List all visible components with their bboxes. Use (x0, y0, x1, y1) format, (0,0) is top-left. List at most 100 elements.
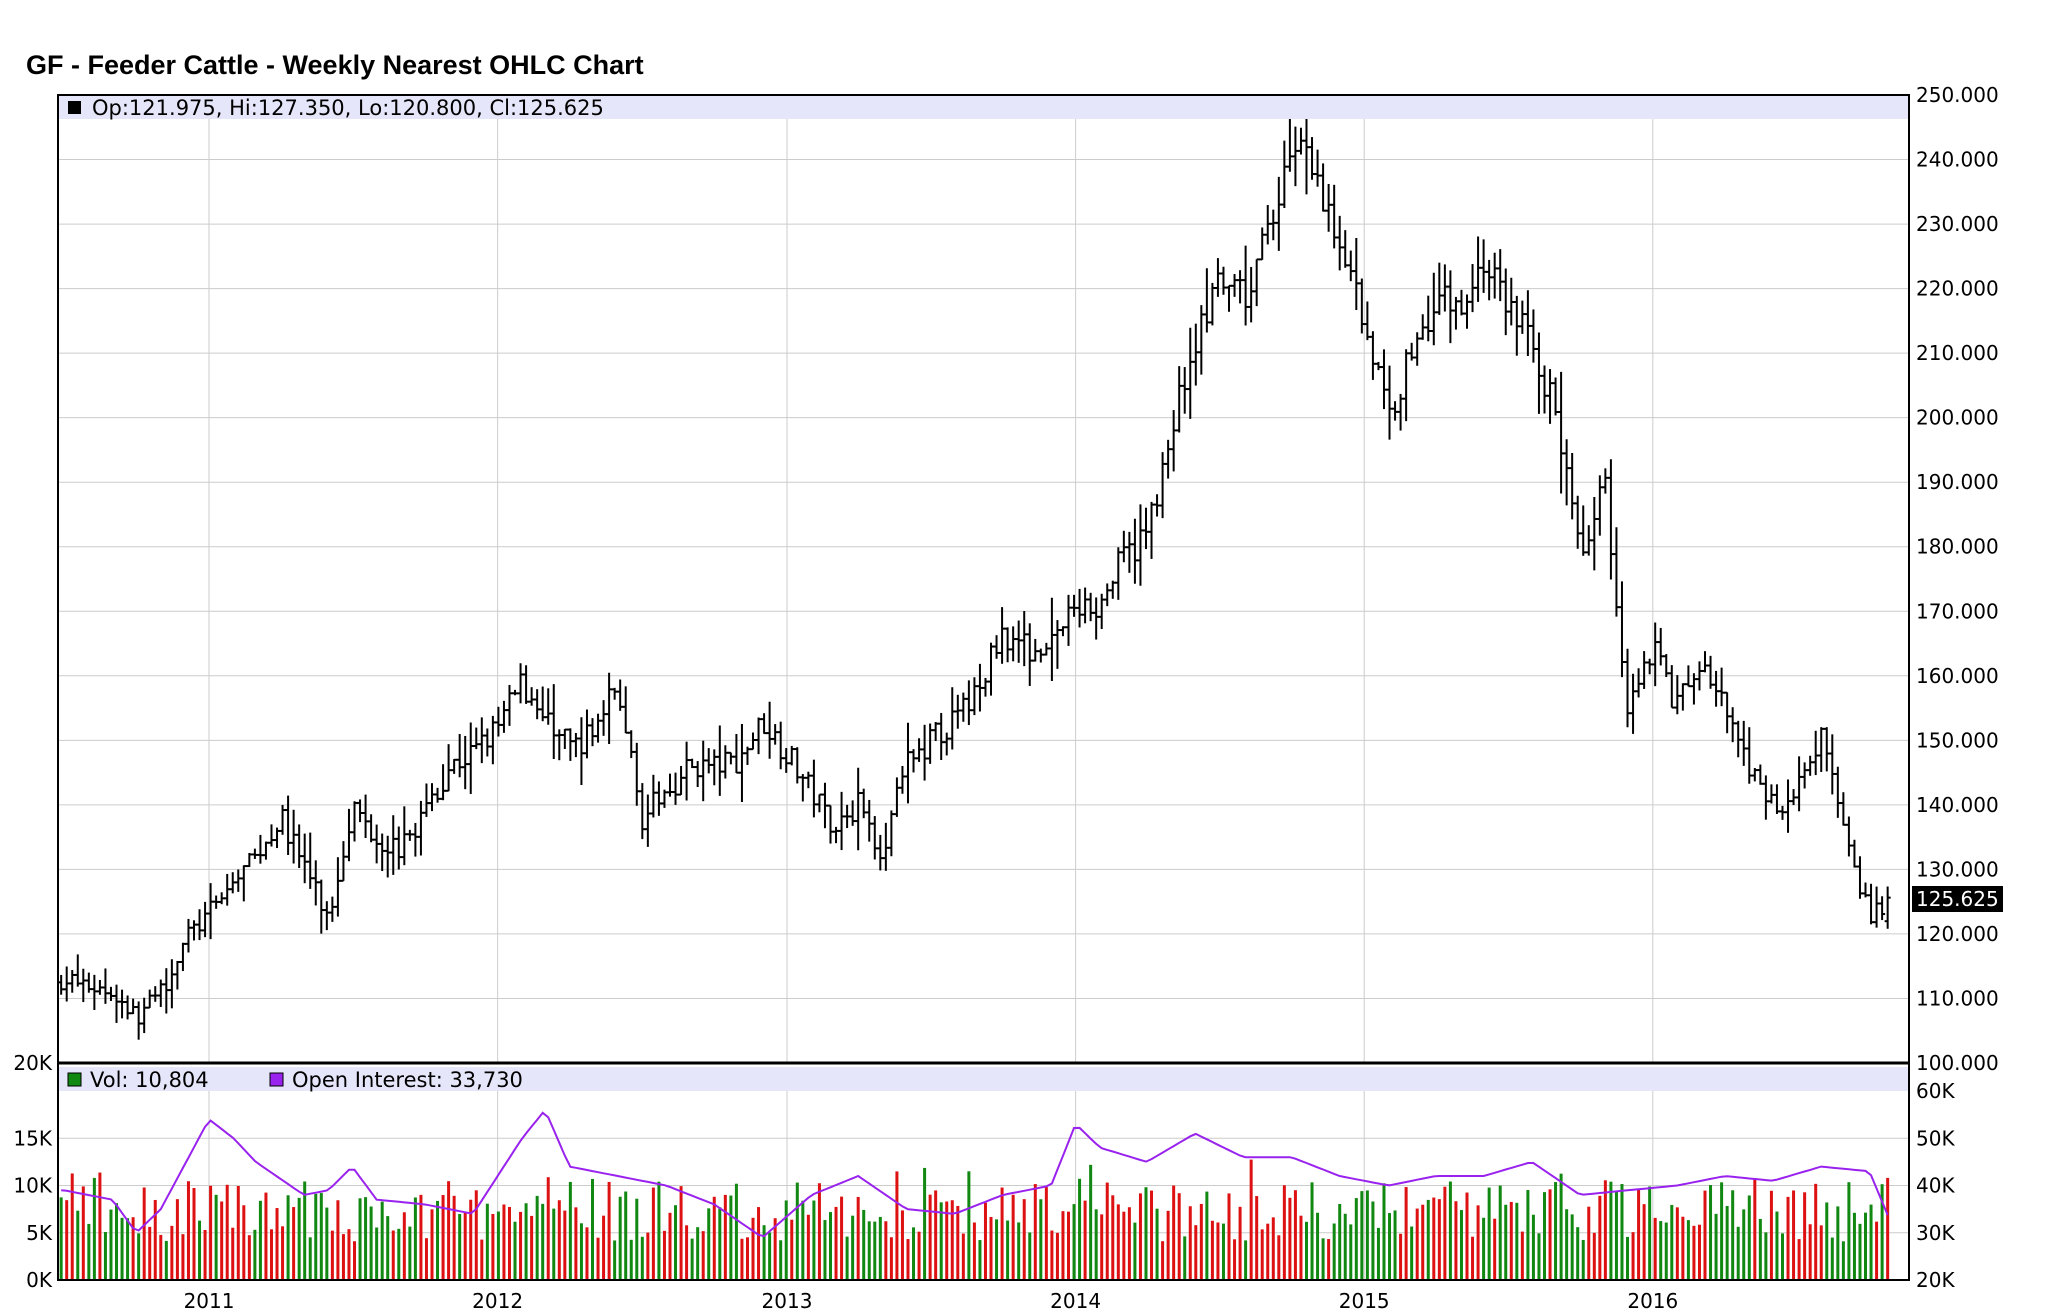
volume-bar (745, 1237, 749, 1280)
volume-bar (1659, 1221, 1663, 1280)
x-tick-label: 2015 (1339, 1289, 1390, 1313)
volume-bar (1277, 1235, 1281, 1280)
volume-bar (1111, 1195, 1115, 1280)
volume-bar (784, 1200, 788, 1280)
volume-bar (1443, 1186, 1447, 1280)
volume-bar (253, 1229, 257, 1280)
volume-bar (419, 1194, 423, 1280)
volume-bar (1166, 1210, 1170, 1280)
volume-bar (269, 1229, 273, 1280)
volume-bar (1044, 1187, 1048, 1280)
volume-bar (1271, 1217, 1275, 1280)
volume-bar (640, 1236, 644, 1280)
volume-bar (1459, 1210, 1463, 1280)
price-legend-band (58, 95, 1909, 119)
volume-bar (1570, 1214, 1574, 1280)
price-tick-label: 120.000 (1916, 922, 1999, 946)
volume-bar (1653, 1217, 1657, 1280)
last-price-label: 125.625 (1916, 887, 1999, 911)
volume-bar (1742, 1209, 1746, 1280)
volume-bar (469, 1199, 473, 1280)
volume-bar (1061, 1211, 1065, 1280)
volume-bar (1498, 1185, 1502, 1280)
volume-bar (912, 1227, 916, 1280)
volume-bar (961, 1233, 965, 1280)
volume-bar (330, 1230, 334, 1280)
volume-bar (624, 1191, 628, 1280)
price-tick-label: 230.000 (1916, 212, 1999, 236)
volume-bar (851, 1215, 855, 1280)
volume-bar (1127, 1207, 1131, 1280)
volume-bar (1819, 1225, 1823, 1280)
volume-bar (1465, 1192, 1469, 1280)
volume-bar (120, 1217, 124, 1280)
volume-bar (967, 1171, 971, 1280)
volume-bar (613, 1240, 617, 1280)
volume-bar (1576, 1227, 1580, 1280)
volume-bar (1039, 1199, 1043, 1280)
open-interest-tick-label: 20K (1916, 1268, 1955, 1292)
volume-bar (1808, 1224, 1812, 1280)
volume-bar (1388, 1213, 1392, 1280)
volume-bar (1471, 1236, 1475, 1280)
volume-bar (1681, 1216, 1685, 1280)
x-tick-label: 2013 (762, 1289, 813, 1313)
volume-bar (939, 1202, 943, 1280)
volume-bar (1642, 1204, 1646, 1280)
volume-bar (1792, 1190, 1796, 1280)
volume-bar (662, 1230, 666, 1280)
volume-bar (209, 1185, 213, 1280)
price-tick-label: 140.000 (1916, 793, 1999, 817)
volume-bar (258, 1200, 262, 1280)
price-tick-label: 200.000 (1916, 406, 1999, 430)
volume-bar (413, 1197, 417, 1280)
volume-bar (928, 1194, 932, 1280)
volume-bar (607, 1181, 611, 1280)
price-tick-label: 250.000 (1916, 83, 1999, 107)
volume-bar (70, 1173, 74, 1280)
volume-bar (585, 1227, 589, 1280)
volume-bar (1836, 1206, 1840, 1280)
volume-legend-text: Vol: 10,804 (90, 1068, 209, 1092)
grid (58, 119, 1909, 1280)
volume-bar (1376, 1227, 1380, 1280)
volume-bar (491, 1213, 495, 1280)
volume-bar (1509, 1201, 1513, 1280)
volume-bar (591, 1179, 595, 1280)
volume-bar (297, 1197, 301, 1280)
volume-bar (485, 1203, 489, 1280)
volume-bar (131, 1217, 135, 1280)
volume-bar (546, 1177, 550, 1280)
volume-bar (817, 1183, 821, 1280)
volume-bar (1249, 1159, 1253, 1280)
open-interest-tick-label: 30K (1916, 1221, 1955, 1245)
volume-bar (1648, 1186, 1652, 1280)
volume-bar (1448, 1181, 1452, 1280)
volume-bar (1343, 1213, 1347, 1280)
volume-legend-band (58, 1067, 1909, 1091)
volume-bar (1244, 1240, 1248, 1280)
volume-bar (1050, 1230, 1054, 1280)
volume-bar (198, 1220, 202, 1280)
volume-bar (867, 1221, 871, 1280)
volume-bar (175, 1199, 179, 1280)
volume-bar (635, 1198, 639, 1280)
volume-bar (840, 1196, 844, 1280)
volume-bar (1626, 1236, 1630, 1280)
volume-bar (917, 1231, 921, 1280)
volume-bar (1858, 1223, 1862, 1280)
volume-bar (1852, 1212, 1856, 1280)
volume-bar (1233, 1239, 1237, 1280)
volume-bar (723, 1194, 727, 1280)
volume-bar (170, 1225, 174, 1280)
volume-bar (568, 1181, 572, 1280)
volume-bar (740, 1238, 744, 1280)
volume-bar (1310, 1182, 1314, 1280)
volume-bar (768, 1232, 772, 1280)
price-tick-label: 240.000 (1916, 148, 1999, 172)
volume-bar (1194, 1225, 1198, 1280)
volume-bar (712, 1196, 716, 1280)
volume-bar (884, 1221, 888, 1280)
volume-bar (391, 1230, 395, 1280)
